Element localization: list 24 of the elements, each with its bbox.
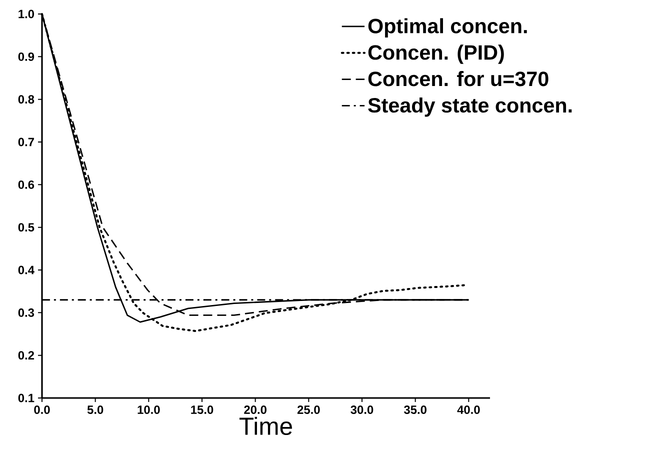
x-axis-title: Time bbox=[239, 416, 292, 436]
x-tick-label: 25.0 bbox=[297, 406, 320, 414]
legend-label: Steady state concen. bbox=[368, 97, 572, 117]
y-tick-label: 0.3 bbox=[18, 308, 34, 317]
legend-label: Concen. (PID) bbox=[368, 44, 504, 64]
y-tick-label: 0.2 bbox=[18, 351, 34, 360]
y-tick-label: 0.5 bbox=[18, 223, 34, 232]
x-tick-label: 30.0 bbox=[350, 406, 374, 414]
y-tick-label: 0.7 bbox=[18, 138, 34, 146]
y-tick-label: 0.6 bbox=[18, 180, 34, 189]
y-tick-label: 0.4 bbox=[18, 266, 34, 274]
x-tick-label: 0.0 bbox=[34, 406, 50, 414]
x-tick-label: 15.0 bbox=[191, 406, 214, 414]
x-tick-label: 35.0 bbox=[404, 406, 426, 414]
x-tick-label: 20.0 bbox=[244, 406, 266, 414]
legend-label: Concen. for u=370 bbox=[368, 71, 548, 86]
x-tick-label: 40.0 bbox=[457, 406, 480, 414]
x-tick-label: 10.0 bbox=[138, 406, 160, 414]
legend-label: Optimal concen. bbox=[368, 18, 527, 38]
y-tick-label: 1.0 bbox=[18, 10, 34, 18]
y-tick-label: 0.8 bbox=[18, 95, 34, 104]
x-tick-label: 5.0 bbox=[87, 406, 104, 414]
y-tick-label: 0.9 bbox=[18, 52, 34, 61]
y-tick-label: 0.1 bbox=[18, 394, 34, 402]
